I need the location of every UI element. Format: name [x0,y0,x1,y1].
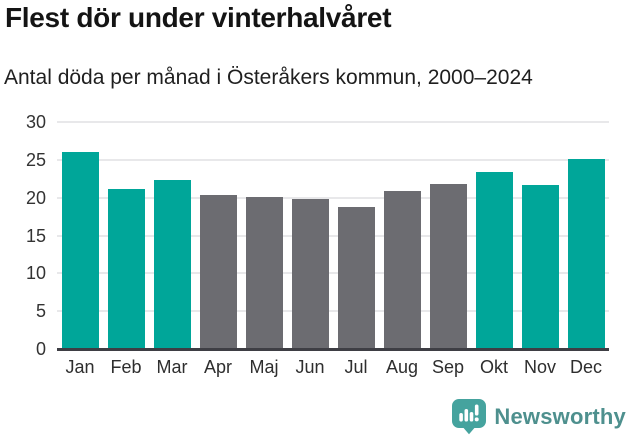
y-tick-label-25: 25 [25,149,46,170]
y-tick-label-20: 20 [25,187,46,208]
bar-sep [429,184,467,349]
x-tick-label-jul: Jul [344,357,368,377]
x-axis-labels: Jan Feb Mar Apr Maj Jun Jul Aug Sep Okt Nov Dec [57,357,609,378]
plot-area [57,121,609,351]
bar-slot-aug [379,122,425,349]
x-tick-label-jan: Jan [65,357,95,377]
bar-slot-okt [471,122,517,349]
y-tick-label-15: 15 [25,225,46,246]
chart-subtitle: Antal döda per månad i Österåkers kommun… [4,66,533,89]
brand-footer: Newsworthy [451,398,626,435]
bar-slot-dec [563,122,609,349]
gridline-5 [57,310,609,313]
bar-slot-feb [103,122,149,349]
bar-nov [521,184,559,349]
bar-series [57,122,609,349]
bar-aug [383,190,421,349]
gridline-20 [57,196,609,199]
y-tick-label-0: 0 [35,339,46,359]
x-axis-line [57,348,609,351]
newsworthy-logo-icon [452,399,487,435]
bar-slot-mar [149,122,195,349]
bar-slot-jan [57,122,103,349]
bar-feb [107,188,145,349]
bar-mar [153,179,191,349]
x-tick-label-jun: Jun [295,357,325,377]
x-tick-label-mar: Mar [156,357,188,377]
x-tick-label-apr: Apr [203,357,232,377]
bar-jun [291,199,329,349]
x-tick-label-aug: Aug [385,357,419,377]
bar-slot-jul [333,122,379,349]
y-tick-label-5: 5 [35,301,46,322]
x-tick-label-nov: Nov [523,357,556,377]
x-tick-label-sep: Sep [431,357,465,377]
bar-apr [199,195,237,349]
x-tick-label-feb: Feb [110,357,142,377]
bar-slot-nov [517,122,563,349]
bar-maj [245,196,283,349]
bar-jul [337,206,375,349]
bar-slot-maj [241,122,287,349]
bar-slot-apr [195,122,241,349]
y-axis: 0 5 10 15 20 25 30 [0,113,46,358]
y-tick-label-10: 10 [25,263,46,284]
x-tick-label-okt: Okt [479,357,508,377]
chart-title: Flest dör under vinterhalvåret [5,2,392,33]
bar-okt [475,171,513,349]
gridline-15 [57,234,609,237]
x-tick-label-dec: Dec [569,357,602,377]
gridline-25 [57,158,609,161]
brand-name: Newsworthy [494,403,626,429]
x-tick-label-maj: Maj [249,357,279,377]
bar-slot-sep [425,122,471,349]
bar-dec [567,159,605,349]
y-tick-label-30: 30 [25,112,46,132]
gridline-30 [57,121,609,123]
bar-slot-jun [287,122,333,349]
gridline-10 [57,272,609,275]
bar-jan [61,152,99,349]
